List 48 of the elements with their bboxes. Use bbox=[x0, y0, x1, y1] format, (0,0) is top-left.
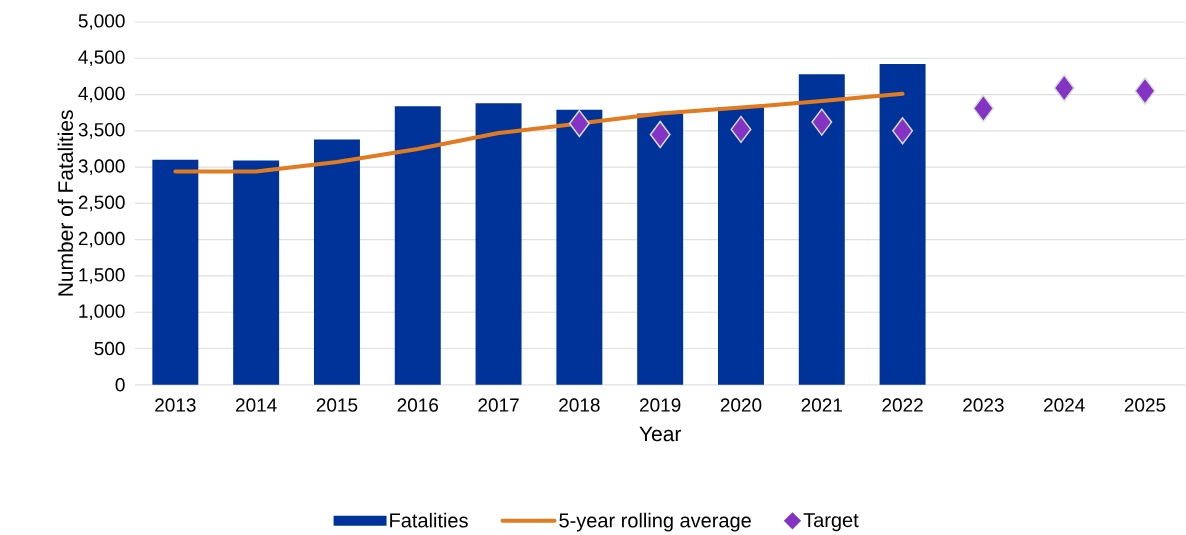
bar bbox=[394, 106, 441, 385]
bar bbox=[717, 107, 764, 385]
bar bbox=[152, 159, 199, 385]
x-tick-label: 2023 bbox=[963, 398, 1004, 412]
y-tick-label: 5,000 bbox=[78, 14, 125, 30]
x-tick-label: 2016 bbox=[397, 398, 439, 412]
x-tick-label: 2020 bbox=[720, 398, 762, 412]
y-tick-label: 4,500 bbox=[78, 50, 125, 67]
point bbox=[730, 115, 752, 144]
y-tick-label: 1,500 bbox=[79, 268, 125, 284]
legend-label: Fatalities bbox=[390, 513, 468, 528]
x-tick-label: 2022 bbox=[882, 398, 923, 412]
x-tick-label: 2015 bbox=[316, 398, 358, 412]
x-tick-label: 2018 bbox=[559, 398, 600, 412]
bar bbox=[313, 139, 360, 385]
x-axis-title: Year bbox=[639, 426, 682, 442]
y-tick-label: 4,000 bbox=[78, 86, 125, 103]
bar bbox=[233, 160, 280, 385]
line-series bbox=[173, 91, 905, 174]
x-tick-label: 2024 bbox=[1044, 398, 1085, 412]
point bbox=[972, 94, 994, 123]
y-tick-label: 1,000 bbox=[79, 304, 125, 321]
y-tick-label: 2,000 bbox=[78, 231, 125, 248]
point bbox=[811, 108, 833, 136]
y-tick-label: 3,500 bbox=[78, 123, 125, 139]
y-tick-label: 500 bbox=[94, 341, 125, 356]
x-tick-label: 2021 bbox=[801, 398, 842, 412]
bar bbox=[637, 113, 684, 385]
y-axis-title: Number of Fatalities bbox=[57, 110, 74, 296]
point bbox=[892, 117, 914, 145]
x-tick-label: 2013 bbox=[155, 398, 196, 412]
y-tick-label: 2,500 bbox=[78, 195, 125, 212]
point bbox=[1134, 77, 1156, 105]
y-tick-label: 0 bbox=[115, 378, 125, 392]
x-tick-label: 2025 bbox=[1124, 398, 1166, 412]
point bbox=[568, 109, 590, 138]
legend-label: 5-year rolling average bbox=[559, 513, 751, 532]
point bbox=[1053, 74, 1075, 102]
point bbox=[649, 120, 671, 149]
bar bbox=[556, 109, 603, 385]
legend-label: Target bbox=[803, 513, 859, 532]
x-tick-label: 2019 bbox=[640, 398, 681, 412]
x-tick-label: 2017 bbox=[478, 398, 519, 412]
x-tick-label: 2014 bbox=[235, 398, 277, 412]
bar bbox=[475, 103, 522, 385]
y-tick-label: 3,000 bbox=[78, 159, 125, 176]
bar bbox=[879, 64, 926, 385]
bar bbox=[798, 74, 845, 385]
